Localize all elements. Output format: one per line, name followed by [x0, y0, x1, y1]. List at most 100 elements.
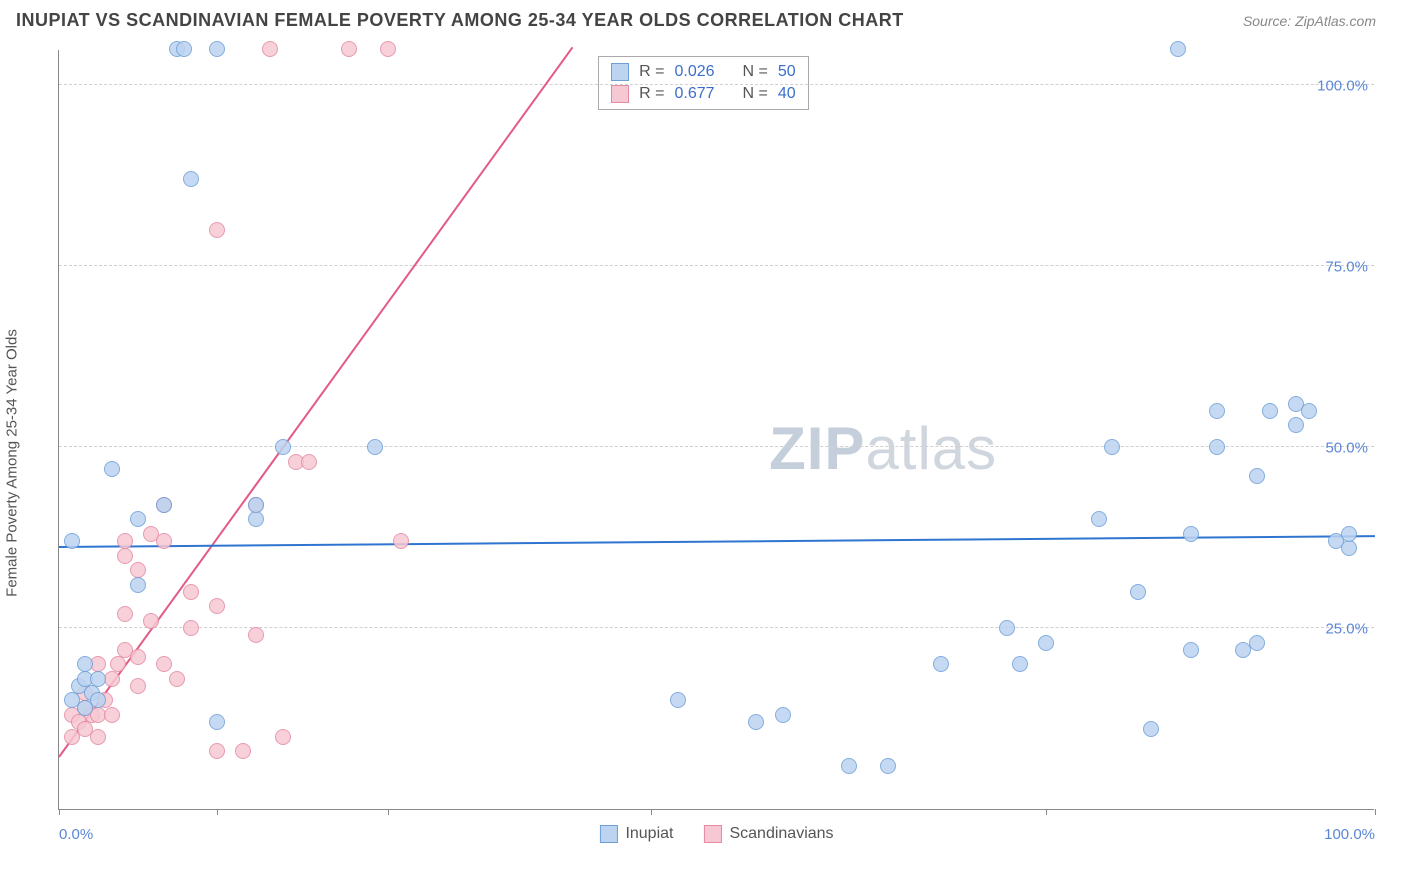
point-inupiat: [1183, 642, 1199, 658]
point-inupiat: [1038, 635, 1054, 651]
point-inupiat: [1104, 439, 1120, 455]
x-tick-label: 100.0%: [1324, 826, 1375, 843]
swatch-inupiat: [611, 63, 629, 81]
legend-item-scand: Scandinavians: [703, 825, 833, 843]
point-scand: [209, 222, 225, 238]
point-scand: [235, 743, 251, 759]
y-tick-label: 100.0%: [1317, 78, 1368, 95]
point-scand: [117, 606, 133, 622]
r-value-scand: 0.677: [674, 85, 714, 103]
n-value-scand: 40: [778, 85, 796, 103]
x-tick-mark: [651, 809, 652, 815]
point-inupiat: [209, 41, 225, 57]
n-label: N =: [743, 63, 768, 81]
point-scand: [110, 656, 126, 672]
x-tick-mark: [1046, 809, 1047, 815]
point-inupiat: [1170, 41, 1186, 57]
point-inupiat: [275, 439, 291, 455]
r-value-inupiat: 0.026: [674, 63, 714, 81]
point-scand: [301, 454, 317, 470]
point-inupiat: [1143, 721, 1159, 737]
point-scand: [380, 41, 396, 57]
swatch-scand: [611, 85, 629, 103]
point-scand: [104, 707, 120, 723]
y-tick-label: 25.0%: [1325, 621, 1368, 638]
source-label: Source: ZipAtlas.com: [1243, 13, 1376, 29]
stats-row-inupiat: R = 0.026 N = 50: [611, 61, 796, 83]
gridline: [59, 265, 1374, 266]
point-inupiat: [77, 656, 93, 672]
point-scand: [262, 41, 278, 57]
point-scand: [183, 584, 199, 600]
x-tick-mark: [388, 809, 389, 815]
point-inupiat: [880, 758, 896, 774]
x-tick-label: 0.0%: [59, 826, 93, 843]
point-scand: [183, 620, 199, 636]
legend: Inupiat Scandinavians: [599, 825, 833, 843]
point-scand: [169, 671, 185, 687]
point-scand: [209, 743, 225, 759]
n-value-inupiat: 50: [778, 63, 796, 81]
point-inupiat: [176, 41, 192, 57]
point-inupiat: [1209, 439, 1225, 455]
chart-title: INUPIAT VS SCANDINAVIAN FEMALE POVERTY A…: [16, 10, 904, 31]
point-inupiat: [775, 707, 791, 723]
legend-item-inupiat: Inupiat: [599, 825, 673, 843]
point-scand: [209, 598, 225, 614]
x-tick-mark: [59, 809, 60, 815]
point-inupiat: [999, 620, 1015, 636]
stats-row-scand: R = 0.677 N = 40: [611, 83, 796, 105]
point-inupiat: [1341, 540, 1357, 556]
x-tick-mark: [1375, 809, 1376, 815]
point-inupiat: [1262, 403, 1278, 419]
gridline: [59, 446, 1374, 447]
swatch-inupiat: [599, 825, 617, 843]
point-inupiat: [64, 533, 80, 549]
legend-label-scand: Scandinavians: [729, 825, 833, 843]
y-tick-label: 75.0%: [1325, 259, 1368, 276]
point-inupiat: [1130, 584, 1146, 600]
plot-area: ZIPatlas R = 0.026 N = 50 R = 0.677 N = …: [58, 50, 1374, 810]
gridline: [59, 84, 1374, 85]
point-inupiat: [209, 714, 225, 730]
point-inupiat: [1301, 403, 1317, 419]
y-axis-label: Female Poverty Among 25-34 Year Olds: [4, 329, 21, 597]
watermark: ZIPatlas: [769, 414, 997, 483]
point-inupiat: [1209, 403, 1225, 419]
point-inupiat: [841, 758, 857, 774]
point-scand: [275, 729, 291, 745]
point-inupiat: [156, 497, 172, 513]
point-inupiat: [670, 692, 686, 708]
point-scand: [156, 656, 172, 672]
legend-label-inupiat: Inupiat: [625, 825, 673, 843]
point-inupiat: [90, 692, 106, 708]
point-inupiat: [748, 714, 764, 730]
x-tick-mark: [217, 809, 218, 815]
point-scand: [341, 41, 357, 57]
point-scand: [156, 533, 172, 549]
point-inupiat: [104, 461, 120, 477]
point-inupiat: [1249, 635, 1265, 651]
point-scand: [393, 533, 409, 549]
point-inupiat: [933, 656, 949, 672]
point-inupiat: [248, 511, 264, 527]
point-scand: [130, 649, 146, 665]
y-tick-label: 50.0%: [1325, 440, 1368, 457]
point-inupiat: [130, 577, 146, 593]
point-scand: [130, 678, 146, 694]
point-inupiat: [367, 439, 383, 455]
trend-line: [59, 536, 1375, 549]
point-scand: [117, 548, 133, 564]
point-inupiat: [1249, 468, 1265, 484]
point-scand: [143, 613, 159, 629]
r-label: R =: [639, 63, 664, 81]
swatch-scand: [703, 825, 721, 843]
point-inupiat: [183, 171, 199, 187]
n-label: N =: [743, 85, 768, 103]
point-inupiat: [130, 511, 146, 527]
point-inupiat: [1183, 526, 1199, 542]
chart-container: Female Poverty Among 25-34 Year Olds ZIP…: [16, 44, 1390, 882]
point-inupiat: [1341, 526, 1357, 542]
point-scand: [117, 533, 133, 549]
r-label: R =: [639, 85, 664, 103]
